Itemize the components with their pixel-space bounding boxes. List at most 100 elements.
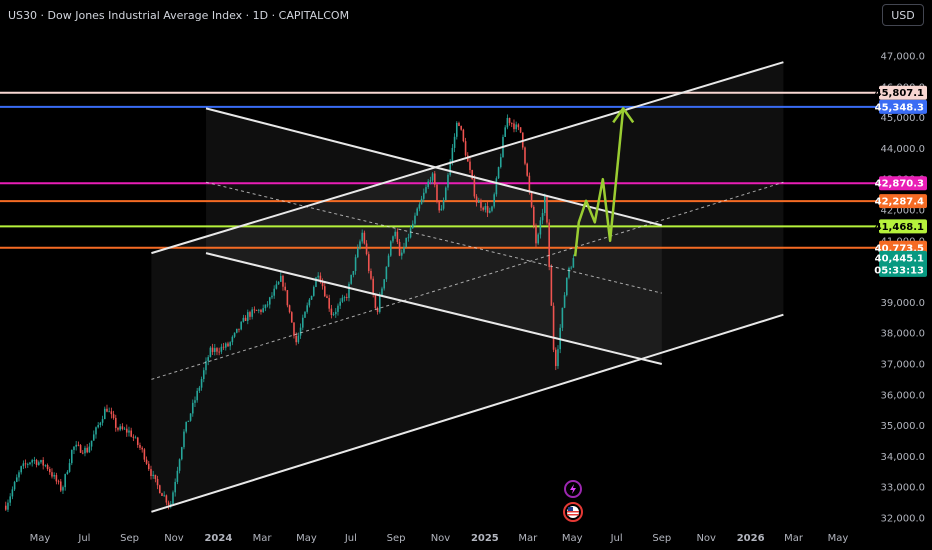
candle-body: [433, 173, 436, 185]
candle-body: [383, 279, 385, 289]
candle-body: [218, 351, 220, 353]
candle-body: [185, 421, 187, 432]
candle-body: [42, 460, 44, 466]
candle-body: [418, 204, 421, 209]
time-axis[interactable]: May Jul Sep Nov 2024 Mar May Jul Sep Nov 2025 Mar Ma…: [30, 533, 849, 544]
candle-body: [348, 283, 350, 298]
candle-body: [341, 297, 344, 302]
projection-path[interactable]: [573, 107, 635, 257]
candle-body: [416, 208, 418, 216]
candle-body: [128, 430, 130, 433]
candle-body: [315, 277, 317, 287]
candle-body: [216, 348, 218, 352]
candle-body: [407, 237, 410, 239]
time-tick-label: May: [828, 533, 849, 544]
candle-body: [271, 295, 273, 298]
candle-body: [154, 474, 157, 480]
candle-body: [150, 469, 152, 476]
candle-body: [530, 191, 533, 207]
candle-body: [187, 420, 190, 422]
candle-body: [119, 426, 121, 430]
candle-body: [178, 459, 181, 471]
candle-body: [59, 481, 62, 491]
candle-body: [427, 181, 429, 188]
candle-body: [339, 301, 341, 306]
event-icons[interactable]: [563, 480, 583, 522]
candle-body: [172, 492, 174, 504]
price-tick-label: 33,000.0: [880, 483, 925, 494]
candle-body: [227, 343, 229, 347]
candle-body: [429, 180, 432, 182]
candle-body: [123, 428, 126, 430]
candle-body: [381, 288, 383, 296]
candle-body: [73, 446, 75, 450]
candle-body: [462, 129, 465, 142]
candle-body: [44, 465, 47, 466]
symbol-title[interactable]: US30 · Dow Jones Industrial Average Inde…: [8, 9, 350, 22]
us-flag-event-icon[interactable]: [563, 502, 583, 522]
candle-body: [81, 452, 84, 454]
candle-body: [257, 309, 260, 311]
candle-body: [24, 463, 27, 465]
candle-body: [92, 434, 95, 441]
candle-body: [244, 317, 247, 321]
projection-polyline[interactable]: [573, 108, 625, 257]
candle-body: [546, 196, 548, 223]
candle-body: [541, 213, 544, 221]
candle-body: [524, 147, 526, 164]
price-tags: 45,807.1 45,348.3 42,870.3 42,287.4 41,468.1…: [874, 85, 927, 277]
price-tick-label: 32,000.0: [880, 514, 925, 525]
candle-body: [196, 390, 198, 401]
candle-body: [372, 278, 374, 295]
candle-body: [108, 411, 110, 413]
candle-body: [110, 411, 113, 415]
projection-arrowhead[interactable]: [612, 107, 635, 124]
candle-body: [231, 336, 234, 343]
candle-body: [163, 495, 165, 497]
candle-body: [251, 309, 253, 317]
channel-falling-middle-line[interactable]: [205, 181, 662, 294]
channel-lines[interactable]: [151, 61, 784, 513]
candle-body: [515, 124, 517, 130]
currency-button[interactable]: USD: [882, 4, 924, 26]
channel-rising-middle-line[interactable]: [151, 181, 784, 380]
candle-body: [557, 349, 559, 367]
price-tag: [879, 176, 927, 191]
channel-falling-upper-line[interactable]: [205, 107, 663, 227]
channel-falling-lower-line[interactable]: [205, 252, 663, 365]
candle-body: [222, 346, 225, 348]
candle-body: [543, 196, 546, 214]
candle-body: [471, 170, 473, 180]
candle-body: [389, 241, 392, 256]
candle-body: [37, 462, 40, 465]
time-tick-label: 2024: [204, 533, 232, 544]
candle-body: [403, 247, 405, 253]
price-tick-label: 42,000.0: [880, 206, 925, 217]
candle-body: [139, 445, 141, 448]
candle-body: [436, 184, 438, 202]
candle-body: [205, 361, 207, 371]
candle-body: [40, 460, 42, 463]
candle-body: [411, 223, 414, 229]
price-tag-label: 45,348.3: [875, 102, 924, 113]
candle-body: [284, 286, 286, 291]
candle-body: [31, 460, 33, 463]
flash-event-icon[interactable]: [564, 480, 582, 498]
candle-body: [326, 296, 328, 299]
horizontal-levels[interactable]: [0, 91, 878, 249]
candle-body: [117, 427, 119, 430]
candle-body: [97, 424, 99, 428]
candle-body: [453, 136, 456, 148]
candle-body: [152, 474, 154, 476]
candle-body: [359, 241, 361, 248]
candle-body: [488, 210, 491, 213]
candle-body: [570, 267, 572, 269]
channel-rising-lower-line[interactable]: [151, 313, 784, 513]
candle-body: [455, 122, 458, 137]
candle-body: [220, 346, 223, 352]
channel-rising-upper-line[interactable]: [151, 61, 784, 255]
time-tick-label: Nov: [431, 533, 451, 544]
